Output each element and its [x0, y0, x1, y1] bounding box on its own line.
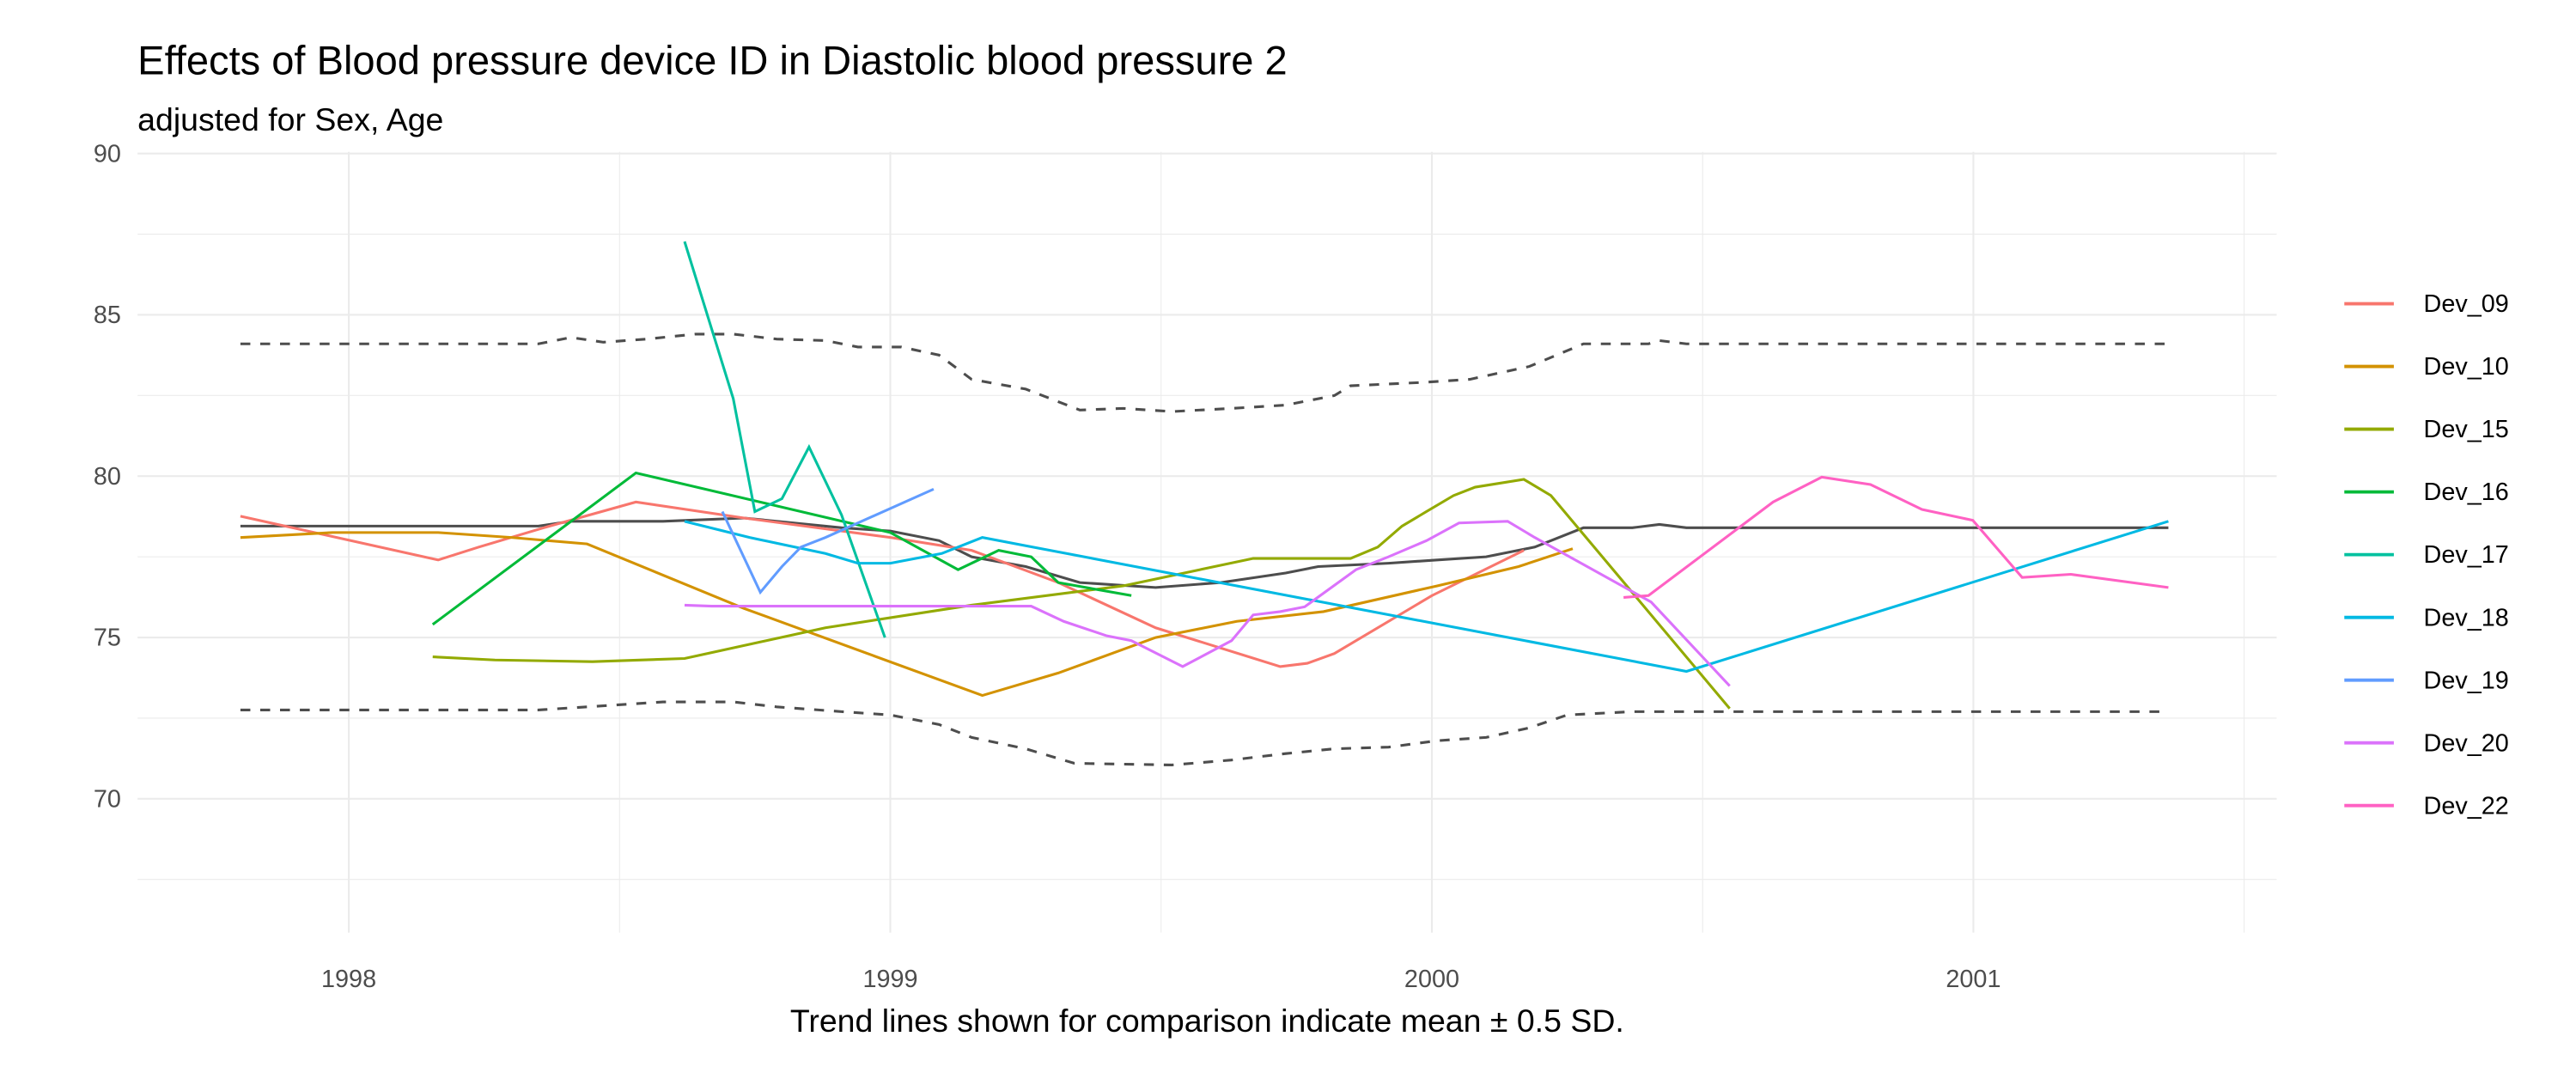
legend-label: Dev_17	[2424, 541, 2509, 569]
y-axis-ticks: 70 75 80 85 90	[94, 140, 121, 813]
plot-lines	[240, 241, 2169, 766]
legend-label: Dev_18	[2424, 604, 2509, 631]
legend-label: Dev_15	[2424, 416, 2509, 443]
legend-label: Dev_20	[2424, 729, 2509, 757]
series-line-dev-19	[721, 487, 935, 595]
sd-band-line	[240, 700, 2169, 766]
series-line-dev-17	[683, 241, 886, 638]
x-tick-label: 1999	[862, 966, 917, 993]
series-line-dev-22	[1623, 475, 2169, 599]
series-line-dev-15	[432, 478, 1731, 710]
y-tick-label: 90	[94, 140, 121, 168]
legend-label: Dev_10	[2424, 353, 2509, 381]
x-tick-label: 2000	[1404, 966, 1459, 993]
series-line-dev-10	[240, 531, 1574, 698]
x-axis-ticks: 1998 1999 2000 2001	[321, 966, 2001, 993]
legend-label: Dev_16	[2424, 479, 2509, 506]
chart-subtitle: adjusted for Sex, Age	[137, 101, 443, 137]
legend-label: Dev_22	[2424, 792, 2509, 820]
legend-label: Dev_09	[2424, 290, 2509, 318]
series-line-dev-20	[684, 520, 1731, 687]
x-tick-label: 1998	[321, 966, 376, 993]
legend-label: Dev_19	[2424, 667, 2509, 694]
series-line-dev-18	[684, 520, 2169, 674]
y-tick-label: 70	[94, 785, 121, 813]
x-tick-label: 2001	[1946, 966, 2001, 993]
chart-caption: Trend lines shown for comparison indicat…	[790, 1003, 1624, 1039]
series-line-dev-16	[431, 471, 1132, 626]
y-tick-label: 85	[94, 302, 121, 329]
legend: Dev_09 Dev_10 Dev_15 Dev_16 Dev_17 Dev_18 Dev_…	[2344, 290, 2509, 820]
chart-title: Effects of Blood pressure device ID in D…	[137, 37, 1287, 82]
mean-trend-line	[240, 516, 2169, 589]
series-line-dev-09	[240, 500, 1525, 668]
y-tick-label: 75	[94, 625, 121, 652]
sd-band-line	[240, 332, 2169, 413]
gridlines	[137, 151, 2277, 933]
y-tick-label: 80	[94, 463, 121, 491]
